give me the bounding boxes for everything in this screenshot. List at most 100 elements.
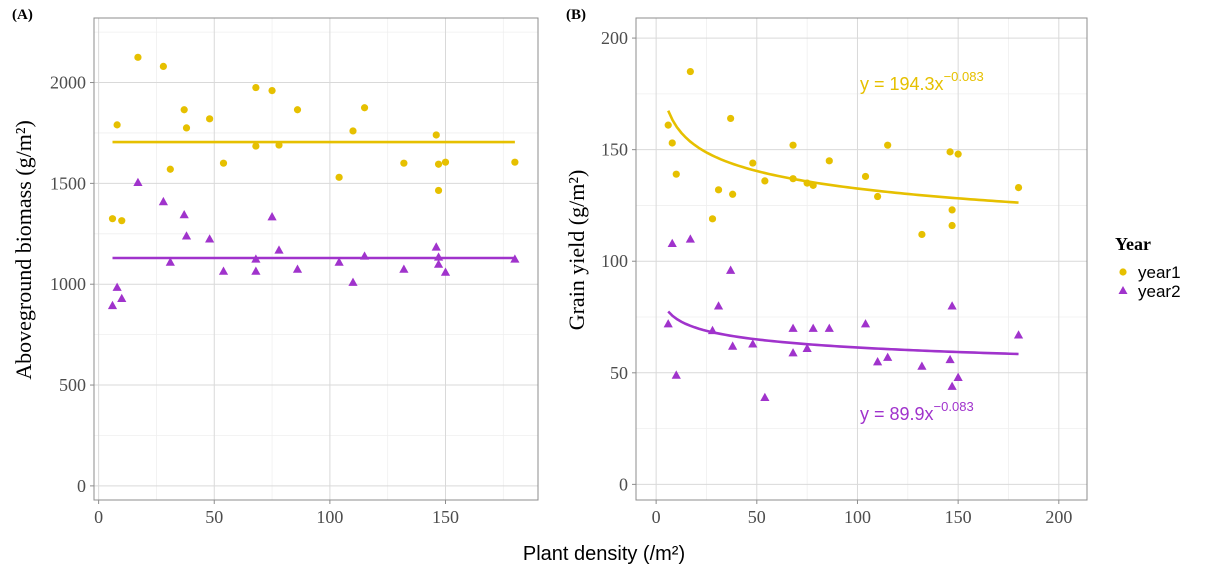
year1-point bbox=[714, 186, 723, 194]
year1-point bbox=[206, 115, 214, 123]
shared-x-axis-label: Plant density (/m²) bbox=[523, 543, 685, 565]
year1-point bbox=[268, 87, 276, 95]
y-tick-label: 150 bbox=[601, 140, 628, 160]
y-tick-label: 1000 bbox=[50, 274, 86, 294]
year1-point bbox=[727, 114, 735, 123]
year2-point bbox=[728, 341, 738, 350]
legend-title: Year bbox=[1115, 234, 1151, 254]
year1-point bbox=[825, 157, 833, 165]
legend-item-year1: year1 bbox=[1119, 263, 1181, 282]
year2-point bbox=[671, 370, 681, 379]
year2-point bbox=[440, 267, 451, 276]
legend-marker-year1 bbox=[1119, 268, 1127, 276]
x-tick-label: 150 bbox=[432, 507, 459, 527]
year1-point bbox=[861, 172, 870, 181]
year2-point bbox=[947, 381, 957, 390]
legend: Year year1 year2 bbox=[1115, 234, 1181, 301]
year2-point bbox=[947, 301, 957, 310]
x-tick-label: 50 bbox=[748, 507, 766, 527]
year2-point bbox=[431, 242, 441, 251]
year2-point bbox=[667, 238, 677, 248]
year1-point bbox=[360, 104, 369, 112]
year1-point bbox=[708, 215, 717, 223]
year2-point bbox=[274, 245, 284, 254]
year2-point bbox=[788, 323, 798, 332]
year2-point bbox=[726, 265, 736, 274]
year1-point bbox=[252, 142, 260, 150]
panel-a-points bbox=[107, 53, 520, 310]
year2-point bbox=[433, 259, 444, 268]
year2-point bbox=[218, 266, 229, 275]
panel-a-fit-lines bbox=[112, 140, 515, 260]
year2-point bbox=[112, 282, 122, 291]
y-tick-label: 0 bbox=[619, 474, 628, 494]
y-tick-label: 0 bbox=[77, 476, 86, 496]
x-tick-label: 200 bbox=[1045, 507, 1072, 527]
year2-point bbox=[873, 357, 883, 366]
year1-fit-line bbox=[667, 110, 1019, 204]
year1-point bbox=[664, 121, 672, 129]
year2-equation: y = 89.9x−0.083 bbox=[860, 399, 974, 424]
year1-equation-exponent: −0.083 bbox=[944, 69, 984, 84]
panel-a-border bbox=[93, 17, 539, 501]
legend-item-year2: year2 bbox=[1118, 282, 1181, 301]
y-tick-label: 2000 bbox=[50, 73, 86, 93]
year1-point bbox=[432, 131, 440, 139]
legend-marker-year2 bbox=[1118, 286, 1128, 294]
legend-label-year1: year1 bbox=[1138, 263, 1181, 282]
year1-point bbox=[441, 158, 450, 166]
x-tick-label: 150 bbox=[945, 507, 972, 527]
year1-point bbox=[789, 175, 797, 183]
year1-point bbox=[948, 206, 956, 214]
year2-point bbox=[945, 354, 955, 364]
year2-point bbox=[348, 277, 358, 286]
year2-point bbox=[917, 361, 927, 370]
year1-point bbox=[874, 192, 882, 201]
year1-point bbox=[159, 62, 167, 71]
year1-point bbox=[400, 159, 408, 167]
year1-point bbox=[166, 165, 174, 173]
year2-point bbox=[165, 257, 175, 266]
year1-point bbox=[108, 215, 117, 223]
year1-point bbox=[335, 173, 343, 181]
x-tick-label: 100 bbox=[844, 507, 871, 527]
year2-point bbox=[267, 212, 277, 221]
year1-point bbox=[803, 179, 811, 187]
year2-equation-exponent: −0.083 bbox=[934, 399, 974, 414]
year2-equation-base: y = 89.9x bbox=[860, 404, 934, 424]
year2-point bbox=[824, 323, 834, 332]
year2-point bbox=[808, 323, 818, 332]
year2-point bbox=[205, 234, 215, 243]
year1-point bbox=[809, 181, 817, 189]
year1-point bbox=[672, 170, 680, 178]
year2-point bbox=[158, 196, 168, 206]
year2-point bbox=[359, 251, 370, 260]
panel-b-points bbox=[663, 67, 1024, 402]
legend-label-year2: year2 bbox=[1138, 282, 1181, 301]
year1-point bbox=[918, 230, 926, 239]
y-tick-label: 200 bbox=[601, 28, 628, 48]
year1-point bbox=[252, 83, 260, 92]
year2-point bbox=[334, 257, 344, 266]
year2-point bbox=[713, 301, 724, 310]
year1-point bbox=[180, 106, 188, 114]
year1-point bbox=[686, 67, 694, 76]
year2-point bbox=[802, 343, 812, 352]
year2-point bbox=[748, 339, 758, 348]
year1-point bbox=[293, 106, 302, 114]
panel-a-label: (A) bbox=[12, 7, 33, 23]
panel-b-border bbox=[635, 17, 1088, 501]
year1-point bbox=[434, 160, 443, 168]
year1-point bbox=[668, 139, 676, 147]
year2-point bbox=[399, 264, 409, 273]
year2-point bbox=[1013, 330, 1024, 339]
year1-point bbox=[434, 186, 443, 195]
year2-point bbox=[251, 266, 261, 275]
year2-point bbox=[251, 254, 261, 263]
year1-point bbox=[884, 141, 892, 149]
year1-point bbox=[1014, 183, 1023, 192]
year1-point bbox=[948, 221, 956, 230]
year1-point bbox=[118, 217, 126, 225]
